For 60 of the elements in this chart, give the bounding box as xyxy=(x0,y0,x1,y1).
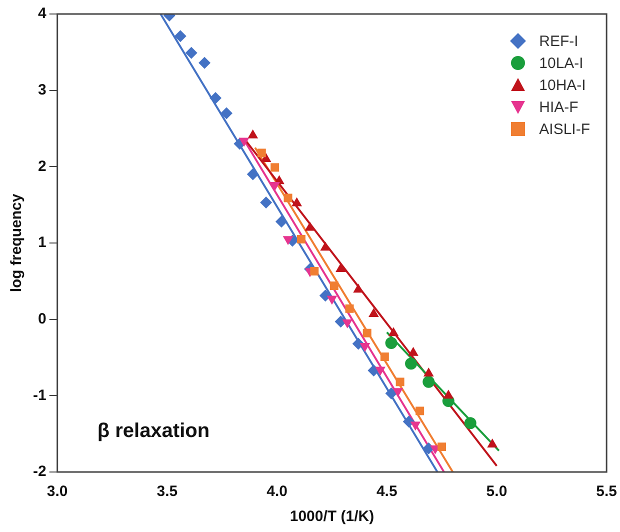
point xyxy=(443,390,454,399)
point xyxy=(464,417,476,430)
legend-label: REF-I xyxy=(539,32,578,50)
point xyxy=(388,327,399,336)
point xyxy=(270,163,280,172)
point xyxy=(353,284,364,293)
legend-label: AISLI-F xyxy=(539,120,590,138)
point xyxy=(284,194,292,202)
point xyxy=(402,416,415,428)
point xyxy=(336,262,346,272)
legend-label: 10LA-I xyxy=(539,54,584,72)
point xyxy=(330,282,338,290)
point xyxy=(396,378,404,386)
y-tick-label: 0 xyxy=(38,310,46,328)
point xyxy=(198,56,211,69)
point xyxy=(405,358,418,370)
point xyxy=(220,107,233,120)
point xyxy=(246,168,259,180)
point xyxy=(310,267,319,276)
y-tick-label: -2 xyxy=(32,463,46,480)
x-tick-label: 4.5 xyxy=(376,483,398,500)
point xyxy=(292,197,302,206)
point xyxy=(248,129,258,138)
y-axis-title: log frequency xyxy=(8,193,26,292)
x-tick-label: 3.0 xyxy=(46,483,68,500)
y-tick-label: 4 xyxy=(38,5,47,22)
y-tick-label: 1 xyxy=(38,234,46,252)
point xyxy=(416,406,424,416)
point xyxy=(385,387,398,400)
x-axis-title: 1000/T (1/K) xyxy=(290,508,374,526)
x-tick-label: 5.0 xyxy=(486,483,508,500)
point xyxy=(408,346,418,356)
point xyxy=(362,328,372,338)
legend-label: HIA-F xyxy=(539,98,578,116)
point xyxy=(385,336,398,349)
point xyxy=(260,196,272,209)
point xyxy=(320,242,331,251)
point xyxy=(438,442,446,452)
point xyxy=(185,46,198,59)
point xyxy=(304,222,316,231)
x-tick-label: 3.5 xyxy=(156,483,178,500)
annotation: β relaxation xyxy=(97,420,210,442)
y-tick-label: 3 xyxy=(38,81,46,98)
x-tick-label: 5.5 xyxy=(596,483,618,500)
point xyxy=(260,153,272,162)
y-tick-label: -1 xyxy=(32,386,46,404)
point xyxy=(487,438,498,448)
point xyxy=(423,368,434,377)
point xyxy=(296,234,306,244)
point xyxy=(368,308,379,317)
x-tick-label: 4.0 xyxy=(266,483,288,500)
point xyxy=(275,216,288,228)
point xyxy=(380,352,389,361)
point xyxy=(257,148,266,158)
point xyxy=(422,376,435,388)
y-tick-label: 2 xyxy=(38,158,46,175)
point xyxy=(174,30,186,42)
point xyxy=(210,92,222,104)
legend-label: 10HA-I xyxy=(539,76,586,94)
point xyxy=(345,304,354,313)
